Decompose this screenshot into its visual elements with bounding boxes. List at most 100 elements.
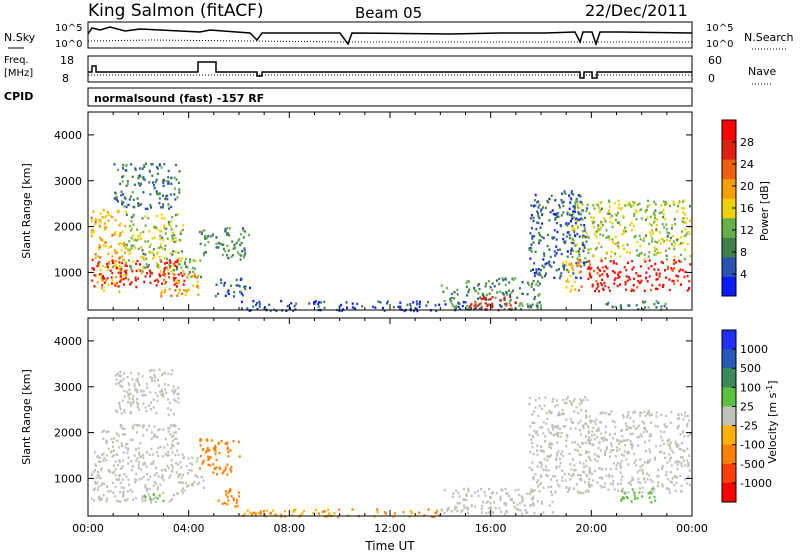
echo-cell: [588, 468, 591, 472]
echo-cell: [143, 280, 146, 284]
nave-label: Nave: [748, 65, 776, 78]
echo-cell: [90, 497, 93, 501]
echo-cell: [682, 217, 685, 220]
echo-cell: [136, 389, 139, 392]
echo-region: [586, 259, 692, 293]
echo-cell: [600, 432, 603, 435]
echo-cell: [92, 499, 95, 502]
echo-cell: [466, 294, 469, 297]
echo-cell: [150, 501, 153, 504]
y-tick-label: 3000: [54, 175, 82, 188]
echo-cell: [431, 515, 434, 518]
echo-cell: [651, 237, 654, 240]
echo-cell: [156, 192, 158, 195]
echo-cell: [410, 511, 413, 515]
echo-cell: [574, 234, 576, 237]
echo-cell: [536, 481, 539, 484]
echo-cell: [572, 249, 574, 253]
echo-cell: [161, 474, 164, 477]
echo-cell: [551, 400, 554, 403]
x-tick-label: 00:00: [676, 522, 708, 535]
echo-cell: [533, 429, 536, 432]
echo-cell: [114, 251, 117, 255]
y-tick-label: 2000: [54, 221, 82, 234]
echo-cell: [96, 474, 99, 477]
echo-cell: [542, 486, 545, 489]
echo-cell: [580, 217, 583, 220]
echo-cell: [163, 282, 166, 286]
echo-cell: [163, 446, 166, 449]
velocity-echoes: [90, 368, 692, 519]
echo-cell: [243, 254, 246, 257]
echo-cell: [118, 474, 121, 478]
echo-cell: [254, 303, 257, 307]
echo-cell: [173, 273, 176, 276]
echo-cell: [149, 281, 152, 285]
echo-cell: [563, 241, 566, 245]
echo-cell: [608, 473, 610, 477]
echo-cell: [179, 238, 182, 242]
echo-cell: [125, 273, 128, 276]
echo-cell: [466, 308, 469, 311]
echo-cell: [638, 469, 641, 472]
echo-cell: [560, 224, 562, 227]
echo-cell: [676, 427, 679, 430]
echo-cell: [666, 265, 669, 268]
echo-cell: [599, 421, 601, 424]
echo-cell: [548, 504, 551, 507]
echo-cell: [606, 235, 609, 239]
echo-cell: [132, 260, 135, 263]
echo-cell: [607, 286, 610, 289]
echo-cell: [595, 248, 597, 251]
echo-cell: [226, 227, 229, 230]
echo-cell: [181, 274, 184, 278]
echo-cell: [583, 471, 586, 474]
echo-cell: [572, 241, 575, 245]
echo-cell: [658, 231, 661, 234]
echo-cell: [137, 238, 140, 241]
echo-cell: [427, 508, 430, 511]
echo-cell: [171, 272, 174, 275]
echo-cell: [631, 476, 634, 479]
echo-cell: [196, 475, 199, 479]
echo-cell: [138, 383, 141, 387]
echo-cell: [657, 425, 660, 428]
echo-cell: [667, 478, 670, 481]
echo-cell: [671, 234, 674, 238]
echo-cell: [224, 227, 227, 231]
echo-cell: [575, 223, 578, 227]
echo-cell: [121, 230, 124, 233]
echo-cell: [688, 483, 691, 487]
echo-cell: [171, 234, 173, 237]
colorbar-tick-label: -100: [740, 439, 765, 452]
echo-cell: [172, 434, 175, 438]
echo-cell: [155, 284, 158, 287]
echo-cell: [170, 182, 173, 185]
echo-cell: [170, 176, 173, 180]
echo-cell: [588, 472, 591, 475]
echo-cell: [574, 288, 577, 291]
echo-cell: [586, 234, 589, 237]
echo-cell: [138, 478, 141, 481]
echo-cell: [409, 303, 412, 306]
echo-cell: [642, 308, 645, 311]
echo-cell: [687, 454, 690, 457]
echo-cell: [115, 478, 118, 481]
echo-cell: [162, 278, 165, 282]
echo-cell: [593, 438, 596, 441]
echo-cell: [649, 451, 652, 454]
echo-cell: [168, 401, 171, 405]
echo-cell: [545, 412, 548, 415]
echo-cell: [620, 440, 623, 443]
echo-cell: [494, 507, 497, 510]
echo-cell: [632, 284, 635, 287]
echo-cell: [592, 204, 595, 207]
echo-cell: [227, 289, 230, 292]
echo-cell: [100, 287, 103, 290]
echo-cell: [111, 455, 114, 458]
echo-cell: [531, 497, 534, 501]
colorbar-tick-label: 500: [740, 362, 761, 375]
echo-cell: [589, 438, 592, 441]
echo-cell: [609, 216, 612, 219]
echo-cell: [148, 369, 151, 373]
